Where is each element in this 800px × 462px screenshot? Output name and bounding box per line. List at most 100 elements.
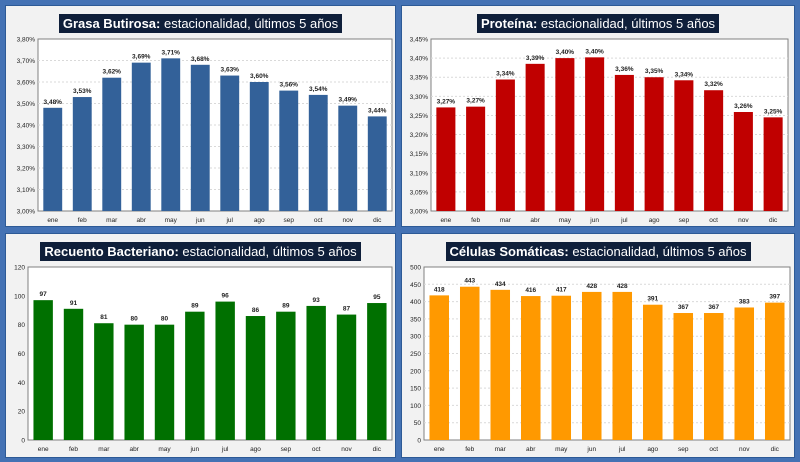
x-tick-label: jul [225, 217, 233, 224]
x-tick-label: feb [78, 217, 87, 224]
bar-may [154, 324, 175, 440]
y-tick-label: 100 [410, 403, 421, 410]
chart-panel-grasa-butirosa: Grasa Butirosa: estacionalidad, últimos … [5, 5, 396, 227]
bar-dic [367, 303, 387, 440]
title-bold: Células Somáticas: [449, 244, 569, 259]
data-label: 97 [40, 291, 48, 298]
x-tick-label: nov [738, 217, 749, 224]
data-label: 428 [617, 283, 628, 290]
bar-jun [585, 57, 605, 212]
bar-sep [673, 313, 694, 440]
chart-title: Grasa Butirosa: estacionalidad, últimos … [6, 14, 395, 33]
data-label: 443 [464, 278, 475, 285]
chart-svg: 0 20 40 60 80 100 120 97 ene 91 feb 81 mar 80 abr 80 may… [14, 265, 393, 453]
bar-feb [459, 286, 480, 440]
bar-sep [674, 80, 694, 211]
y-tick-label: 80 [18, 322, 26, 329]
y-tick-label: 3,35% [410, 75, 429, 82]
chart-svg: 3,00% 3,10% 3,20% 3,30% 3,40% 3,50% 3,60% 3,70%… [17, 37, 393, 224]
y-tick-label: 3,50% [17, 101, 36, 108]
y-tick-label: 50 [414, 420, 422, 427]
bar-feb [72, 97, 92, 211]
bar-mar [495, 79, 515, 211]
data-label: 383 [739, 298, 750, 305]
x-tick-label: ago [649, 217, 660, 224]
chart-title: Recuento Bacteriano: estacionalidad, últ… [6, 242, 395, 261]
bar-jul [220, 75, 240, 211]
x-tick-label: sep [284, 217, 295, 224]
x-tick-label: abr [526, 446, 536, 453]
bar-ago [644, 77, 664, 211]
x-tick-label: dic [373, 446, 382, 453]
y-tick-label: 3,05% [410, 189, 429, 196]
title-rest: estacionalidad, últimos 5 años [537, 16, 716, 31]
data-label: 87 [343, 306, 351, 313]
data-label: 3,40% [585, 48, 604, 55]
y-tick-label: 200 [410, 368, 421, 375]
data-label: 3,32% [704, 81, 723, 88]
x-tick-label: jul [221, 446, 229, 453]
y-tick-label: 3,40% [410, 56, 429, 63]
y-tick-label: 3,40% [17, 123, 36, 130]
x-tick-label: dic [373, 217, 382, 224]
bar-nov [336, 314, 357, 440]
data-label: 95 [373, 294, 381, 301]
data-label: 3,48% [44, 99, 63, 106]
x-tick-label: feb [465, 446, 474, 453]
data-label: 96 [222, 293, 230, 300]
data-label: 3,56% [280, 82, 299, 89]
y-tick-label: 3,45% [410, 37, 429, 44]
chart-panel-proteina: Proteína: estacionalidad, últimos 5 años… [401, 5, 795, 227]
data-label: 86 [252, 307, 260, 314]
y-tick-label: 3,20% [17, 166, 36, 173]
x-tick-label: sep [679, 217, 690, 224]
data-label: 3,53% [73, 88, 92, 95]
data-label: 3,60% [250, 73, 269, 80]
x-tick-label: sep [281, 446, 292, 453]
x-tick-label: oct [314, 217, 323, 224]
y-tick-label: 450 [410, 282, 421, 289]
x-tick-label: oct [709, 217, 718, 224]
x-tick-label: ago [647, 446, 658, 453]
y-tick-label: 3,00% [410, 209, 429, 216]
data-label: 418 [434, 286, 445, 293]
x-tick-label: ene [38, 446, 49, 453]
x-tick-label: sep [678, 446, 689, 453]
bar-jul [612, 291, 633, 440]
x-tick-label: jun [586, 446, 596, 453]
data-label: 81 [100, 314, 108, 321]
bar-jul [215, 301, 235, 440]
y-tick-label: 3,25% [410, 113, 429, 120]
data-label: 3,68% [191, 56, 210, 63]
title-bold: Proteína: [480, 16, 538, 31]
x-tick-label: abr [530, 217, 540, 224]
bar-ago [245, 316, 266, 440]
data-label: 367 [678, 304, 689, 311]
bar-ago [249, 82, 269, 211]
y-tick-label: 3,15% [410, 151, 429, 158]
data-label: 91 [70, 300, 78, 307]
data-label: 391 [647, 296, 658, 303]
title-rest: estacionalidad, últimos 5 años [568, 244, 747, 259]
bar-may [555, 58, 575, 211]
data-label: 3,27% [466, 98, 485, 105]
data-label: 434 [495, 281, 506, 288]
data-label: 428 [586, 283, 597, 290]
x-tick-label: jun [195, 217, 205, 224]
data-label: 80 [161, 316, 169, 323]
data-label: 3,26% [734, 103, 753, 110]
data-label: 3,40% [556, 49, 575, 56]
data-label: 93 [313, 297, 321, 304]
bar-jun [185, 311, 205, 440]
title-bold: Grasa Butirosa: [62, 16, 161, 31]
data-label: 3,34% [496, 71, 515, 78]
bar-jun [581, 291, 602, 440]
bar-mar [94, 323, 114, 440]
chart-title: Células Somáticas: estacionalidad, últim… [402, 242, 794, 261]
bar-oct [703, 313, 724, 440]
y-tick-label: 3,80% [17, 37, 36, 44]
x-tick-label: abr [137, 217, 147, 224]
x-tick-label: ene [440, 217, 451, 224]
bar-dic [367, 116, 387, 211]
y-tick-label: 100 [14, 293, 25, 300]
